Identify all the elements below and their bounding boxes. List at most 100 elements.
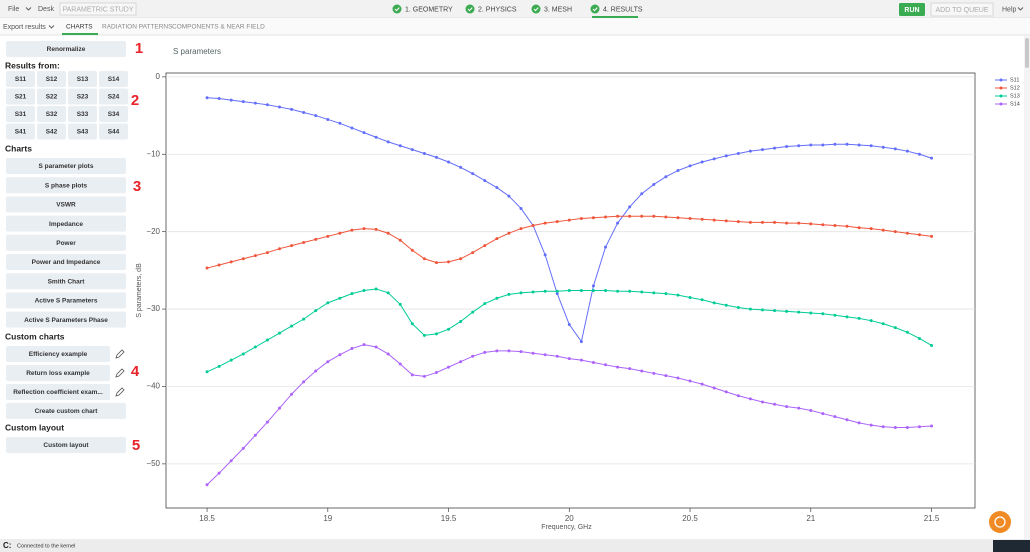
data-point xyxy=(519,227,523,231)
port-button[interactable] xyxy=(99,88,128,105)
port-button[interactable] xyxy=(99,71,128,87)
data-point xyxy=(447,327,451,331)
data-point xyxy=(748,220,752,224)
step-label[interactable]: 3. MESH xyxy=(544,6,572,13)
port-button[interactable] xyxy=(6,71,35,87)
tab[interactable]: RADIATION PATTERNS xyxy=(102,24,173,31)
chart-button[interactable] xyxy=(6,177,126,194)
section-heading: Charts xyxy=(5,143,32,153)
data-point xyxy=(338,121,342,125)
data-point xyxy=(628,205,632,209)
export-results[interactable]: Export results xyxy=(3,24,46,31)
chart-button[interactable] xyxy=(6,215,126,232)
port-button[interactable] xyxy=(37,88,66,105)
parametric-button[interactable] xyxy=(59,2,137,16)
chart-button[interactable] xyxy=(6,158,126,174)
data-point xyxy=(809,311,813,315)
chart-button[interactable] xyxy=(6,254,126,270)
port-button-label: S21 xyxy=(15,94,27,101)
port-button[interactable] xyxy=(6,123,35,140)
step-label[interactable]: 2. PHYSICS xyxy=(478,6,517,13)
data-point xyxy=(253,101,257,105)
data-point xyxy=(229,98,233,102)
edit-icon[interactable] xyxy=(115,349,125,359)
data-point xyxy=(821,312,825,316)
port-button[interactable] xyxy=(99,106,128,122)
data-point xyxy=(833,223,837,227)
legend-label[interactable]: S13 xyxy=(1010,93,1020,99)
renormalize-button[interactable] xyxy=(6,41,126,57)
y-tick-label: −20 xyxy=(146,227,160,236)
port-button[interactable] xyxy=(6,106,35,122)
custom-chart-button[interactable] xyxy=(6,365,110,381)
chart-button[interactable] xyxy=(6,273,126,290)
legend-label[interactable]: S14 xyxy=(1010,101,1020,107)
help-menu[interactable]: Help xyxy=(1002,6,1017,13)
data-point xyxy=(386,231,390,235)
data-point xyxy=(700,382,704,386)
step-label[interactable]: 4. RESULTS xyxy=(603,6,643,13)
custom-chart-button[interactable] xyxy=(6,384,110,400)
data-point xyxy=(422,151,426,155)
data-point xyxy=(821,223,825,227)
run-button[interactable] xyxy=(899,3,925,16)
data-point xyxy=(760,148,764,152)
port-button[interactable] xyxy=(99,123,128,140)
edit-icon[interactable] xyxy=(115,368,125,378)
queue-button[interactable] xyxy=(930,2,994,17)
chart-button[interactable] xyxy=(6,234,126,251)
custom-layout-button[interactable] xyxy=(6,437,126,453)
data-point xyxy=(483,179,487,183)
data-point xyxy=(640,369,644,373)
data-point xyxy=(278,406,282,410)
tab-bar xyxy=(0,18,1030,35)
port-button[interactable] xyxy=(68,123,97,140)
data-point xyxy=(893,230,897,234)
legend-swatch-dot xyxy=(999,86,1003,90)
port-button-label: S14 xyxy=(108,76,120,83)
data-point xyxy=(205,266,209,270)
data-point xyxy=(265,420,269,424)
data-point xyxy=(459,360,463,364)
data-point xyxy=(543,289,547,293)
data-point xyxy=(628,289,632,293)
data-point xyxy=(700,217,704,221)
port-button[interactable] xyxy=(37,123,66,140)
port-button[interactable] xyxy=(37,106,66,122)
port-button[interactable] xyxy=(68,106,97,122)
help-fab[interactable] xyxy=(989,511,1011,533)
data-point xyxy=(869,144,873,148)
chart-button[interactable] xyxy=(6,311,126,328)
legend-label[interactable]: S11 xyxy=(1010,77,1019,83)
menu-item[interactable]: File xyxy=(8,6,19,13)
port-button[interactable] xyxy=(37,71,66,87)
chart-button[interactable] xyxy=(6,196,126,213)
data-point xyxy=(374,345,378,349)
step-label[interactable]: 1. GEOMETRY xyxy=(405,6,453,13)
data-point xyxy=(785,405,789,409)
data-point xyxy=(434,261,438,265)
data-point xyxy=(688,164,692,168)
create-custom-chart-button[interactable] xyxy=(6,403,126,419)
port-button[interactable] xyxy=(6,88,35,105)
data-point xyxy=(398,362,402,366)
port-button[interactable] xyxy=(68,88,97,105)
chart-button[interactable] xyxy=(6,292,126,309)
edit-icon[interactable] xyxy=(115,387,125,397)
menu-item[interactable]: Desk xyxy=(38,6,54,13)
data-point xyxy=(760,400,764,404)
data-point xyxy=(676,216,680,220)
data-point xyxy=(809,222,813,226)
port-button-label: S43 xyxy=(77,129,89,136)
tab[interactable]: COMPONENTS & NEAR FIELD xyxy=(172,24,265,31)
custom-chart-button[interactable] xyxy=(6,346,110,362)
data-point xyxy=(567,218,571,222)
port-button[interactable] xyxy=(68,71,97,87)
data-point xyxy=(652,291,656,295)
chart-button-label: VSWR xyxy=(56,202,76,209)
tab[interactable]: CHARTS xyxy=(66,24,93,31)
port-button-label: S22 xyxy=(46,94,58,101)
legend-label[interactable]: S12 xyxy=(1010,85,1020,91)
data-point xyxy=(604,215,608,219)
data-point xyxy=(869,319,873,323)
